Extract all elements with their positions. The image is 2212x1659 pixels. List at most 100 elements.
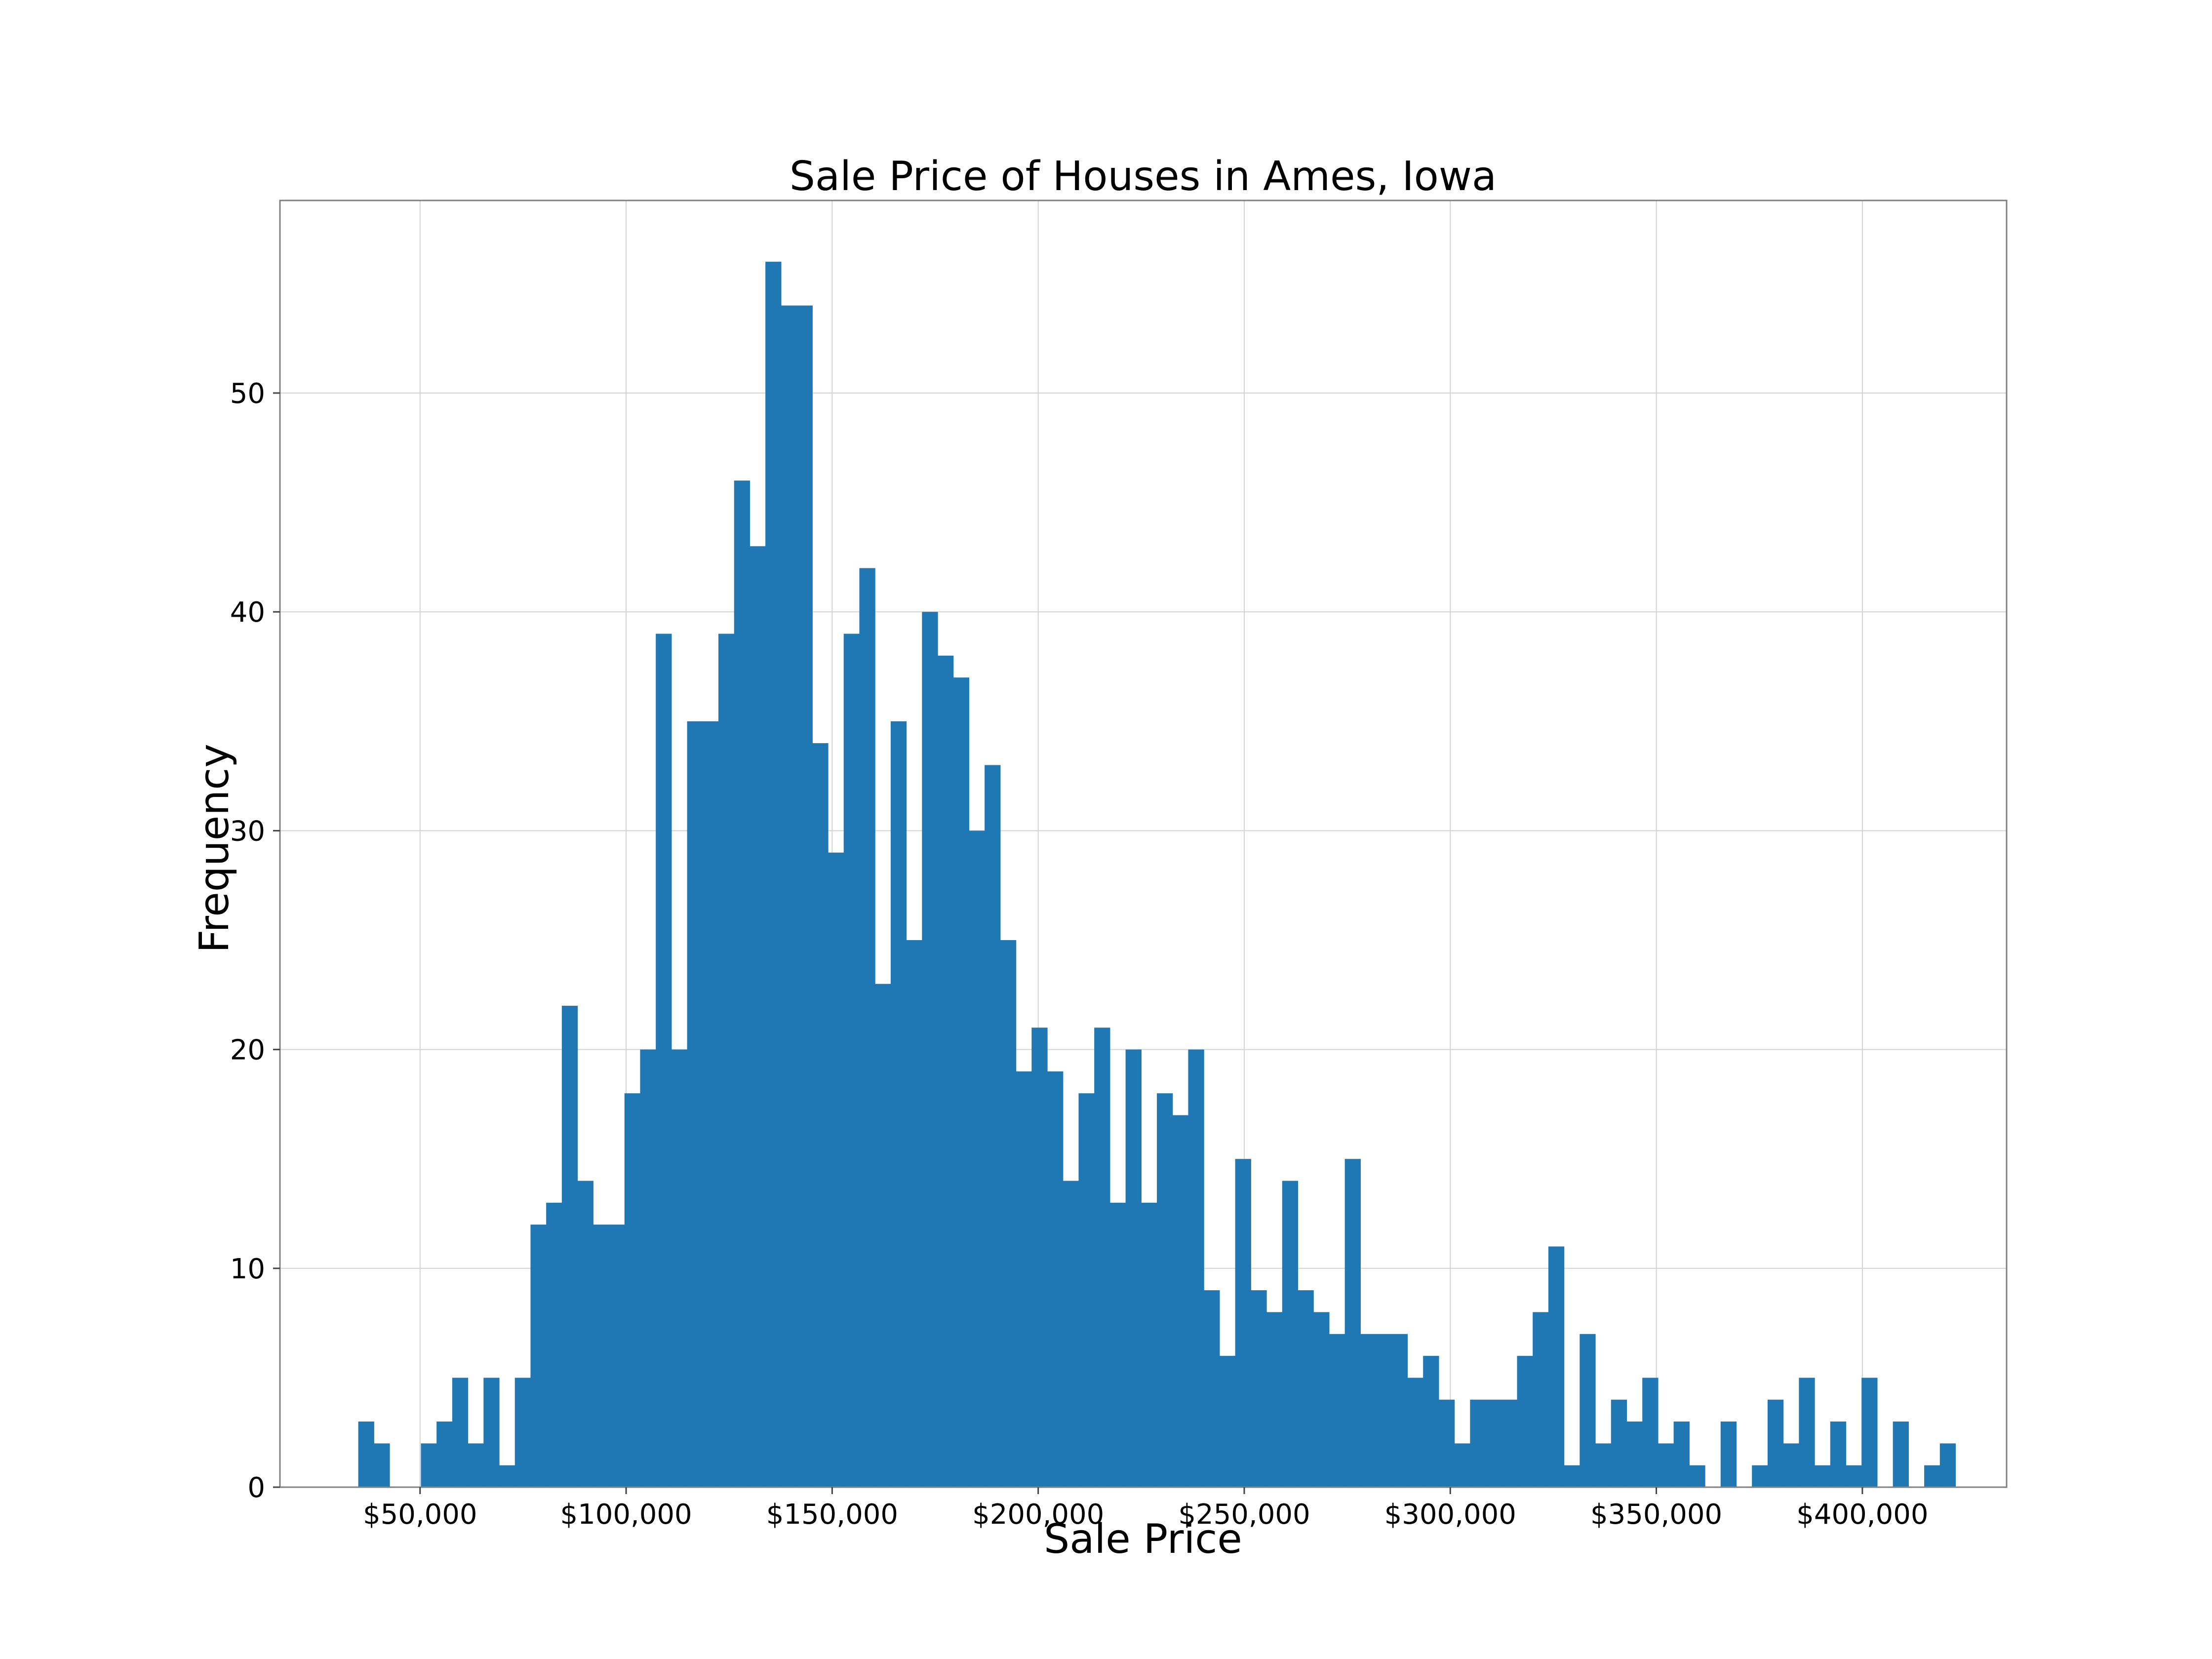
histogram-bar xyxy=(1642,1378,1659,1487)
histogram-bar xyxy=(1313,1312,1330,1487)
histogram-bar xyxy=(1595,1443,1612,1487)
y-axis-label: Frequency xyxy=(191,744,238,953)
histogram-bar xyxy=(499,1465,515,1487)
histogram-bar xyxy=(1924,1465,1940,1487)
histogram-bar xyxy=(1000,940,1017,1487)
y-tick-label: 30 xyxy=(230,815,265,847)
histogram-bar xyxy=(374,1443,390,1487)
histogram-bar xyxy=(1391,1334,1408,1487)
histogram-bar xyxy=(1031,1027,1048,1487)
y-tick-label: 40 xyxy=(230,596,265,629)
histogram-bar xyxy=(1329,1334,1345,1487)
histogram-bar xyxy=(1063,1181,1079,1487)
histogram-bar xyxy=(593,1224,609,1487)
histogram-bar xyxy=(1815,1465,1831,1487)
histogram-bar xyxy=(1501,1399,1518,1487)
x-axis-label: Sale Price xyxy=(1044,1516,1242,1563)
histogram-bar xyxy=(1047,1071,1064,1487)
histogram-bar xyxy=(1861,1378,1878,1487)
histogram-bar xyxy=(656,633,672,1487)
x-axis-ticks: $50,000 $100,000 $150,000 $200,000 $250,000 $… xyxy=(363,1487,1928,1531)
histogram-bar xyxy=(1438,1399,1455,1487)
histogram-bar xyxy=(718,633,735,1487)
histogram-bar xyxy=(640,1049,656,1487)
histogram-bar xyxy=(1486,1399,1502,1487)
histogram-bar xyxy=(1564,1465,1580,1487)
histogram-bar xyxy=(609,1224,625,1487)
histogram-bar xyxy=(1298,1290,1314,1487)
histogram-bar xyxy=(843,633,860,1487)
x-tick-label: $300,000 xyxy=(1384,1499,1516,1531)
histogram-bar xyxy=(796,305,813,1488)
histogram-bar xyxy=(1799,1378,1815,1487)
histogram-bar xyxy=(890,721,907,1487)
histogram-bar xyxy=(1893,1422,1909,1487)
histogram-bar xyxy=(1172,1115,1189,1487)
x-tick-label: $100,000 xyxy=(560,1499,692,1531)
histogram-bar xyxy=(561,1005,578,1487)
plot-frame xyxy=(279,199,2008,1488)
histogram-bar xyxy=(1580,1334,1596,1487)
histogram-bar xyxy=(1783,1443,1799,1487)
histogram-bar xyxy=(812,743,829,1487)
histogram-bar xyxy=(1360,1334,1377,1487)
histogram-bar xyxy=(1846,1465,1862,1487)
y-tick-label: 10 xyxy=(230,1253,265,1285)
histogram-bar xyxy=(1109,1202,1126,1487)
histogram-bar xyxy=(1423,1356,1439,1487)
histogram-bar xyxy=(452,1378,469,1487)
histogram-bar xyxy=(1251,1290,1267,1487)
x-tick-label: $250,000 xyxy=(1178,1499,1310,1531)
y-tick-label: 50 xyxy=(230,378,265,410)
histogram-bar xyxy=(1266,1312,1283,1487)
histogram-bar xyxy=(530,1224,547,1487)
histogram-bar xyxy=(1611,1399,1627,1487)
histogram-bar xyxy=(1658,1443,1674,1487)
histogram-bar xyxy=(1407,1378,1423,1487)
histogram-bar xyxy=(358,1422,374,1487)
histogram-bar xyxy=(734,480,750,1488)
histogram-bar xyxy=(1533,1312,1549,1487)
histogram-bar xyxy=(1470,1399,1486,1487)
histogram-bar xyxy=(703,721,719,1487)
histogram-bar xyxy=(1454,1443,1470,1487)
histogram-bar xyxy=(765,262,782,1487)
histogram-bar xyxy=(1376,1334,1392,1487)
histogram-bar xyxy=(781,305,797,1488)
histogram-bar xyxy=(436,1422,453,1487)
histogram-bar xyxy=(687,721,703,1487)
histogram-bar xyxy=(750,546,766,1487)
histogram-bars xyxy=(358,262,1956,1488)
histogram-bar xyxy=(1235,1159,1251,1487)
histogram-bar xyxy=(1016,1071,1032,1487)
histogram-bar xyxy=(906,940,922,1487)
histogram-bar xyxy=(985,765,1001,1487)
histogram-bar xyxy=(1673,1422,1690,1487)
y-tick-label: 20 xyxy=(230,1034,265,1066)
histogram-bar xyxy=(1141,1202,1157,1487)
chart-title: Sale Price of Houses in Ames, Iowa xyxy=(790,153,1497,200)
histogram-bar xyxy=(922,612,938,1487)
histogram-bar xyxy=(1219,1356,1236,1487)
histogram-bar xyxy=(421,1443,437,1487)
histogram-bar xyxy=(938,655,954,1487)
histogram-bar xyxy=(969,830,985,1487)
histogram-bar xyxy=(1125,1049,1142,1487)
histogram-bar xyxy=(875,984,891,1487)
histogram-bar xyxy=(1720,1422,1737,1487)
histogram-bar xyxy=(828,852,844,1487)
y-axis-ticks: 0 10 20 30 40 50 xyxy=(230,378,280,1504)
x-tick-label: $350,000 xyxy=(1590,1499,1722,1531)
x-tick-label: $200,000 xyxy=(972,1499,1104,1531)
histogram-bar xyxy=(1344,1159,1361,1487)
histogram-bar xyxy=(1548,1246,1565,1487)
histogram-bar xyxy=(671,1049,688,1487)
histogram-bar xyxy=(624,1093,641,1487)
histogram-bar xyxy=(1282,1181,1299,1487)
histogram-bar xyxy=(1939,1443,1956,1487)
histogram-bar xyxy=(468,1443,484,1487)
histogram-bar xyxy=(859,568,875,1487)
histogram-bar xyxy=(1204,1290,1220,1487)
y-tick-label: 0 xyxy=(247,1472,265,1504)
